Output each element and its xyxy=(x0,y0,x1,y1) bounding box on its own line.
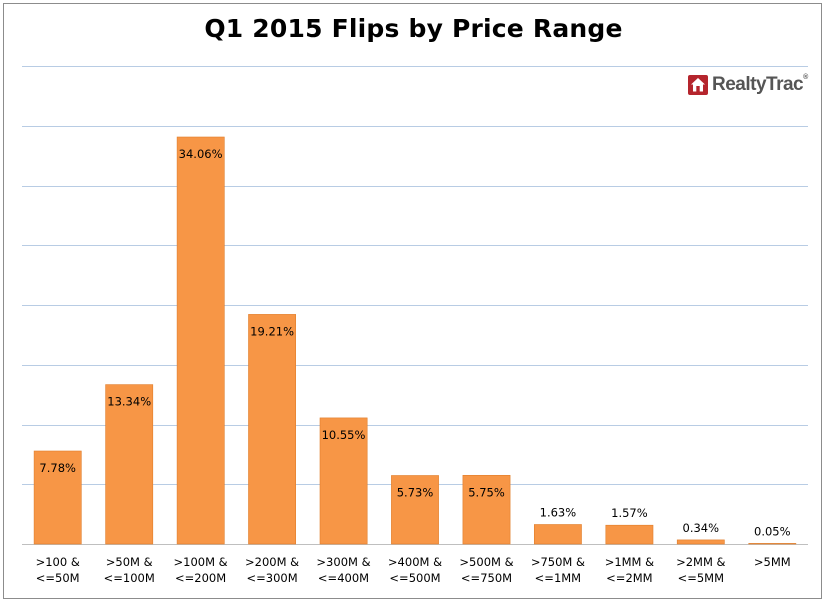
x-tick-label-1-1: <=100M xyxy=(104,571,155,585)
x-tick-label-9-1: <=5MM xyxy=(678,571,724,585)
bar-2 xyxy=(176,136,225,545)
x-tick-label-5-1: <=500M xyxy=(389,571,440,585)
x-tick-label-3-0: >200M & xyxy=(245,555,299,569)
x-tick-label-6-1: <=750M xyxy=(461,571,512,585)
x-tick-label-8-1: <=2MM xyxy=(606,571,652,585)
bar-8 xyxy=(605,524,654,545)
x-tick-label-2-0: >100M & xyxy=(174,555,228,569)
x-tick-label-8-0: >1MM & xyxy=(605,555,654,569)
house-icon xyxy=(688,75,708,95)
x-tick-label-1-0: >50M & xyxy=(106,555,153,569)
bar-6 xyxy=(462,474,511,545)
data-label-9: 0.34% xyxy=(683,521,720,535)
bars xyxy=(33,136,797,545)
data-label-4: 10.55% xyxy=(322,428,366,442)
x-tick-label-2-1: <=200M xyxy=(175,571,226,585)
x-tick-label-7-1: <=1MM xyxy=(535,571,581,585)
bar-4 xyxy=(319,417,368,545)
bar-0 xyxy=(33,450,82,545)
data-label-3: 19.21% xyxy=(250,324,294,338)
x-tick-label-0-0: >100 & xyxy=(36,555,80,569)
x-tick-label-9-0: >2MM & xyxy=(676,555,725,569)
bar-5 xyxy=(391,475,439,545)
x-tick-label-4-0: >300M & xyxy=(316,555,370,569)
x-tick-label-7-0: >750M & xyxy=(531,555,585,569)
bar-1 xyxy=(105,384,154,545)
bar-9 xyxy=(676,539,725,545)
x-tick-label-3-1: <=300M xyxy=(247,571,298,585)
x-tick-label-4-1: <=400M xyxy=(318,571,369,585)
realtytrac-logo: RealtyTrac® xyxy=(688,74,808,96)
data-label-8: 1.57% xyxy=(611,506,648,520)
bar-10 xyxy=(748,543,797,545)
bar-7 xyxy=(533,524,582,545)
x-tick-labels: >100 & <=50M >50M & <=100M >100M & <=200M >200… xyxy=(36,555,791,585)
x-tick-label-10-0: >5MM xyxy=(754,555,791,569)
data-label-0: 7.78% xyxy=(39,461,76,475)
bar-3 xyxy=(248,314,297,545)
data-label-1: 13.34% xyxy=(107,395,151,409)
logo-text: RealtyTrac® xyxy=(712,74,808,95)
x-tick-label-0-1: <=50M xyxy=(36,571,80,585)
x-tick-label-6-0: >500M & xyxy=(459,555,513,569)
data-label-7: 1.63% xyxy=(540,506,577,520)
chart-title: Q1 2015 Flips by Price Range xyxy=(204,14,623,43)
data-label-6: 5.75% xyxy=(468,485,505,499)
x-tick-label-5-0: >400M & xyxy=(388,555,442,569)
data-label-2: 34.06% xyxy=(179,147,223,161)
data-label-10: 0.05% xyxy=(754,524,791,538)
data-labels: 7.78% 13.34% 34.06% 19.21% 10.55% 5.73% 5.75% 1… xyxy=(39,147,790,538)
data-label-5: 5.73% xyxy=(397,486,434,500)
gridlines xyxy=(22,66,808,545)
